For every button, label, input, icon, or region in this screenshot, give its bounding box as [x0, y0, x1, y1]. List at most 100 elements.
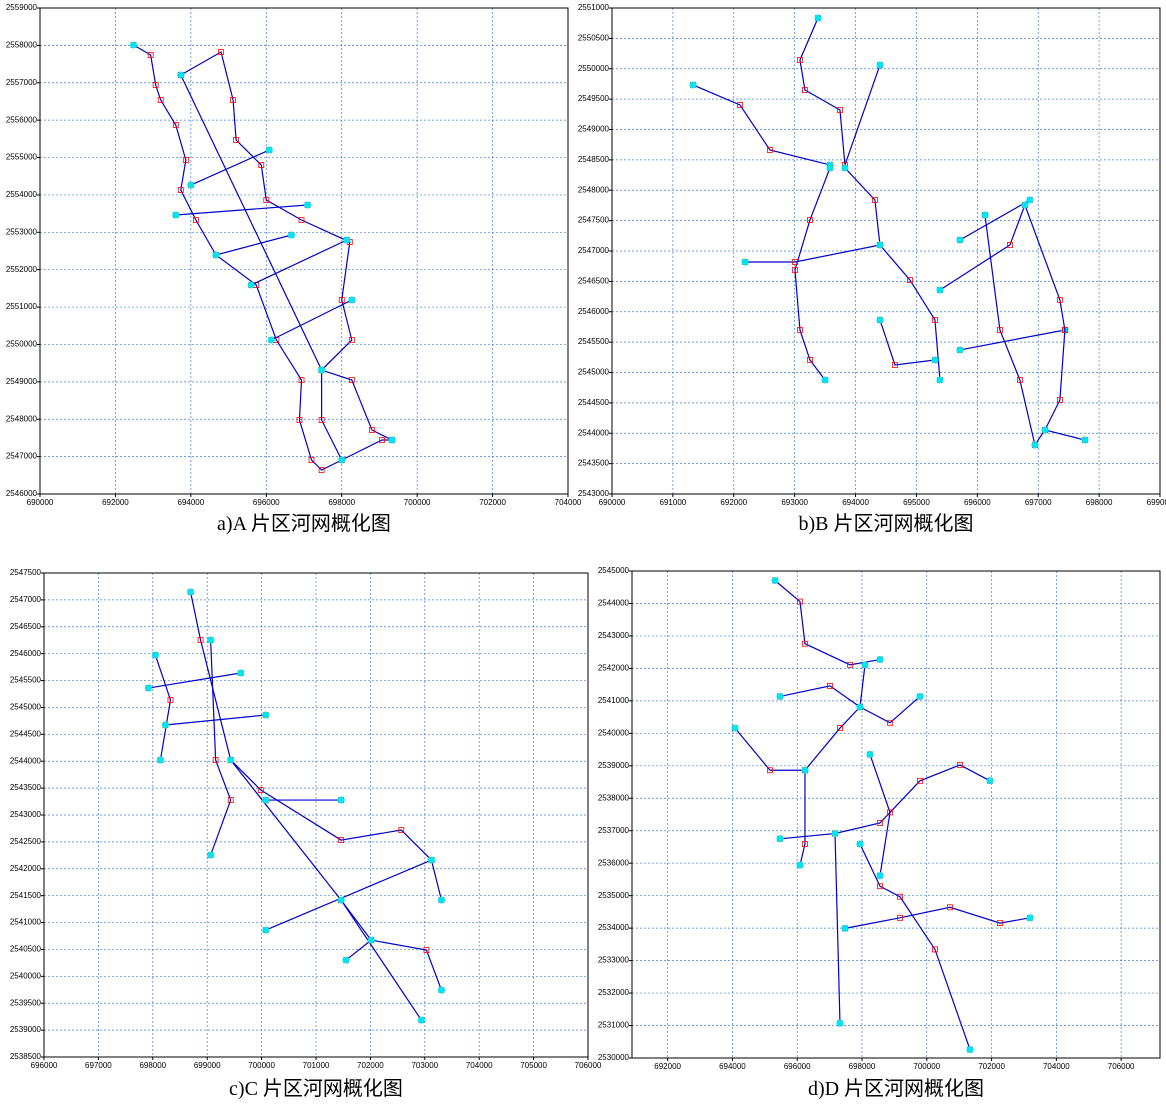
y-tick-label: 2545000: [578, 368, 610, 377]
node: [876, 61, 883, 68]
node: [130, 42, 137, 49]
y-tick-label: 2539000: [10, 1025, 42, 1034]
x-tick-label: 696000: [964, 498, 991, 507]
y-tick-label: 2553000: [6, 227, 38, 236]
y-tick-label: 2549000: [578, 125, 610, 134]
y-tick-label: 2537000: [598, 826, 630, 835]
y-tick-label: 2539500: [10, 998, 42, 1007]
x-tick-label: 691000: [660, 498, 687, 507]
caption: b)B 片区河网概化图: [799, 512, 974, 535]
node: [967, 1046, 974, 1053]
node: [832, 830, 839, 837]
node: [338, 897, 345, 904]
y-tick-label: 2547000: [10, 595, 42, 604]
y-tick-label: 2539000: [598, 761, 630, 770]
y-tick-label: 2544500: [578, 398, 610, 407]
node: [262, 712, 269, 719]
node: [227, 757, 234, 764]
node: [981, 211, 988, 218]
node: [741, 258, 748, 265]
y-tick-label: 2546500: [10, 622, 42, 631]
y-tick-label: 2543500: [10, 783, 42, 792]
y-tick-label: 2530000: [598, 1053, 630, 1062]
y-tick-label: 2544000: [598, 599, 630, 608]
y-tick-label: 2545000: [598, 566, 630, 575]
y-tick-label: 2550000: [578, 64, 610, 73]
y-tick-label: 2551000: [6, 302, 38, 311]
node: [856, 841, 863, 848]
y-tick-label: 2541000: [10, 918, 42, 927]
node: [936, 287, 943, 294]
caption: d)D 片区河网概化图: [808, 1077, 984, 1100]
node: [856, 704, 863, 711]
y-tick-label: 2547000: [578, 246, 610, 255]
y-tick-label: 2544000: [10, 756, 42, 765]
node: [1031, 441, 1038, 448]
node: [1021, 202, 1028, 209]
node: [931, 356, 938, 363]
x-tick-label: 699000: [194, 1061, 221, 1070]
y-tick-label: 2531000: [598, 1021, 630, 1030]
node: [368, 937, 375, 944]
node: [689, 81, 696, 88]
x-tick-label: 694000: [719, 1062, 746, 1071]
y-tick-label: 2532000: [598, 988, 630, 997]
y-tick-label: 2535000: [598, 891, 630, 900]
x-tick-label: 697000: [1025, 498, 1052, 507]
x-tick-label: 700000: [404, 498, 431, 507]
node: [956, 237, 963, 244]
node: [187, 182, 194, 189]
node: [771, 577, 778, 584]
y-tick-label: 2547500: [578, 216, 610, 225]
node: [187, 588, 194, 595]
x-tick-label: 692000: [654, 1062, 681, 1071]
y-tick-label: 2545000: [10, 703, 42, 712]
y-tick-label: 2543500: [578, 459, 610, 468]
x-tick-label: 703000: [411, 1061, 438, 1070]
y-tick-label: 2542000: [598, 664, 630, 673]
y-tick-label: 2555000: [6, 153, 38, 162]
node: [145, 685, 152, 692]
plot-area: [632, 571, 1160, 1058]
node: [796, 862, 803, 869]
node: [731, 725, 738, 732]
node: [777, 835, 784, 842]
node: [917, 693, 924, 700]
y-tick-label: 2551000: [578, 3, 610, 12]
x-tick-label: 698000: [1086, 498, 1113, 507]
node: [1081, 436, 1088, 443]
node: [876, 872, 883, 879]
node: [862, 661, 869, 668]
y-tick-label: 2543000: [578, 489, 610, 498]
node: [266, 146, 273, 153]
y-tick-label: 2558000: [6, 40, 38, 49]
node: [801, 767, 808, 774]
panel: 6960006970006980006990007000007010007020…: [10, 568, 602, 1100]
y-tick-label: 2546000: [578, 307, 610, 316]
node: [438, 897, 445, 904]
node: [876, 656, 883, 663]
x-tick-label: 704000: [466, 1061, 493, 1070]
node: [268, 337, 275, 344]
y-tick-label: 2543000: [10, 810, 42, 819]
node: [157, 757, 164, 764]
node: [814, 15, 821, 22]
y-tick-label: 2547000: [6, 452, 38, 461]
x-tick-label: 705000: [520, 1061, 547, 1070]
y-tick-label: 2549500: [578, 94, 610, 103]
node: [162, 722, 169, 729]
node: [841, 164, 848, 171]
node: [438, 987, 445, 994]
node: [826, 164, 833, 171]
y-tick-label: 2550500: [578, 33, 610, 42]
x-tick-label: 695000: [903, 498, 930, 507]
y-tick-label: 2545500: [10, 676, 42, 685]
y-tick-label: 2538500: [10, 1052, 42, 1061]
node: [262, 797, 269, 804]
y-tick-label: 2541500: [10, 891, 42, 900]
node: [207, 637, 214, 644]
x-tick-label: 693000: [781, 498, 808, 507]
y-tick-label: 2538000: [598, 793, 630, 802]
y-tick-label: 2544000: [578, 428, 610, 437]
